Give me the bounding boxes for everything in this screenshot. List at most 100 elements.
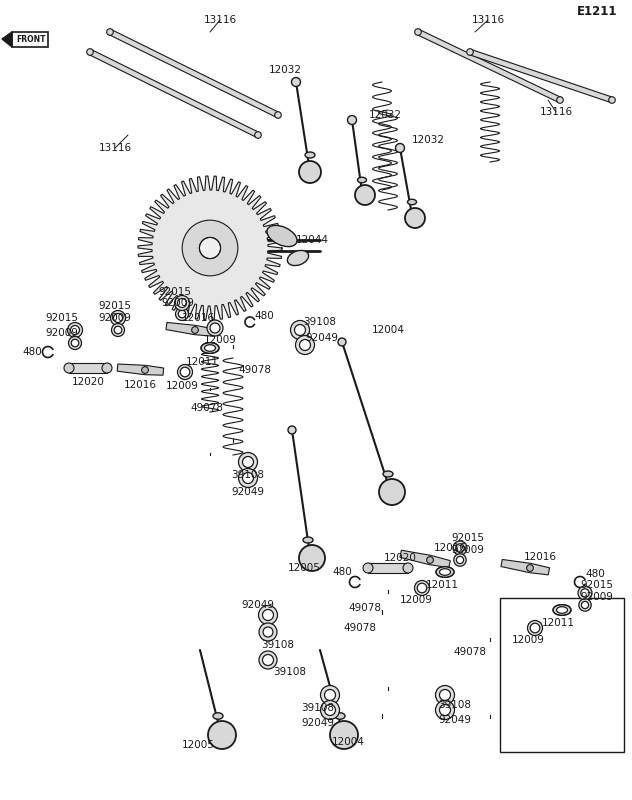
Text: 39108: 39108 [439, 700, 471, 710]
Ellipse shape [581, 589, 589, 597]
Ellipse shape [102, 363, 112, 373]
Text: 480: 480 [332, 567, 352, 577]
Text: 92009: 92009 [581, 592, 614, 602]
Polygon shape [368, 563, 408, 573]
Circle shape [255, 132, 261, 138]
Ellipse shape [114, 326, 122, 334]
Ellipse shape [557, 606, 568, 614]
Circle shape [107, 29, 113, 35]
Text: 49078: 49078 [454, 647, 487, 657]
Text: 12016: 12016 [523, 552, 557, 562]
Ellipse shape [363, 563, 373, 573]
Text: 12011: 12011 [425, 580, 458, 590]
Text: 49078: 49078 [238, 365, 272, 375]
Ellipse shape [178, 298, 186, 307]
Ellipse shape [208, 721, 236, 749]
Text: 480: 480 [585, 569, 605, 579]
Circle shape [348, 115, 356, 125]
Text: 12011: 12011 [542, 618, 574, 628]
Ellipse shape [259, 651, 277, 669]
Ellipse shape [335, 713, 345, 719]
Ellipse shape [439, 569, 451, 575]
Text: 92009: 92009 [46, 328, 78, 338]
Polygon shape [501, 559, 550, 575]
Ellipse shape [295, 325, 305, 335]
Circle shape [338, 338, 346, 346]
Ellipse shape [258, 606, 277, 625]
Text: 39108: 39108 [303, 317, 336, 327]
Text: 12032: 12032 [269, 65, 301, 75]
Ellipse shape [379, 479, 405, 505]
Text: 49078: 49078 [348, 603, 382, 613]
Text: 39108: 39108 [301, 703, 334, 713]
Text: 12020: 12020 [71, 377, 104, 387]
Text: 12004: 12004 [332, 737, 365, 747]
Circle shape [396, 143, 404, 153]
Circle shape [191, 326, 198, 334]
Ellipse shape [417, 583, 427, 593]
Ellipse shape [439, 705, 451, 715]
Text: 92015: 92015 [451, 533, 485, 543]
Text: 39108: 39108 [262, 640, 295, 650]
Ellipse shape [178, 365, 193, 379]
Circle shape [142, 366, 149, 374]
Ellipse shape [259, 623, 277, 641]
Ellipse shape [243, 457, 253, 467]
Text: 13116: 13116 [204, 15, 236, 25]
Text: 92049: 92049 [241, 600, 274, 610]
Text: 92049: 92049 [439, 715, 471, 725]
Text: 12016: 12016 [181, 313, 214, 323]
Text: 12005: 12005 [288, 563, 320, 573]
Ellipse shape [320, 686, 339, 705]
Ellipse shape [207, 320, 223, 336]
Ellipse shape [68, 337, 82, 350]
Polygon shape [69, 363, 107, 373]
Text: 49078: 49078 [190, 403, 224, 413]
Text: 49078: 49078 [344, 623, 377, 633]
Circle shape [182, 220, 238, 276]
Polygon shape [166, 322, 214, 336]
Ellipse shape [405, 208, 425, 228]
Text: 92049: 92049 [231, 487, 265, 497]
Text: 12032: 12032 [411, 135, 444, 145]
Ellipse shape [262, 610, 274, 621]
Ellipse shape [299, 161, 321, 183]
Text: 92015: 92015 [581, 580, 614, 590]
Ellipse shape [383, 471, 393, 477]
Text: 92009: 92009 [451, 545, 485, 555]
Ellipse shape [263, 627, 273, 637]
Text: 92015: 92015 [99, 301, 131, 311]
Ellipse shape [578, 586, 592, 600]
Ellipse shape [454, 554, 466, 566]
Ellipse shape [324, 690, 336, 701]
Ellipse shape [213, 713, 223, 719]
Ellipse shape [415, 581, 430, 595]
Text: 39108: 39108 [274, 667, 307, 677]
Text: 12009: 12009 [399, 595, 432, 605]
Ellipse shape [358, 178, 367, 182]
Ellipse shape [320, 701, 339, 719]
Circle shape [609, 97, 616, 103]
Text: 12011: 12011 [186, 357, 219, 367]
Ellipse shape [201, 342, 219, 354]
Ellipse shape [68, 322, 83, 338]
Text: 92049: 92049 [305, 333, 339, 343]
Polygon shape [469, 50, 613, 102]
Text: 12016: 12016 [123, 380, 157, 390]
Ellipse shape [553, 605, 571, 615]
Ellipse shape [71, 339, 79, 347]
Ellipse shape [436, 566, 454, 578]
Ellipse shape [435, 701, 454, 719]
Ellipse shape [205, 345, 216, 351]
Text: FRONT: FRONT [16, 35, 46, 44]
Text: E1211: E1211 [576, 5, 617, 18]
Circle shape [288, 426, 296, 434]
Text: 39108: 39108 [231, 470, 265, 480]
Text: 12005: 12005 [181, 740, 214, 750]
Ellipse shape [174, 295, 190, 310]
Ellipse shape [456, 557, 464, 563]
Ellipse shape [288, 250, 308, 266]
Ellipse shape [180, 367, 190, 377]
Ellipse shape [71, 326, 80, 334]
Text: 13116: 13116 [471, 15, 504, 25]
